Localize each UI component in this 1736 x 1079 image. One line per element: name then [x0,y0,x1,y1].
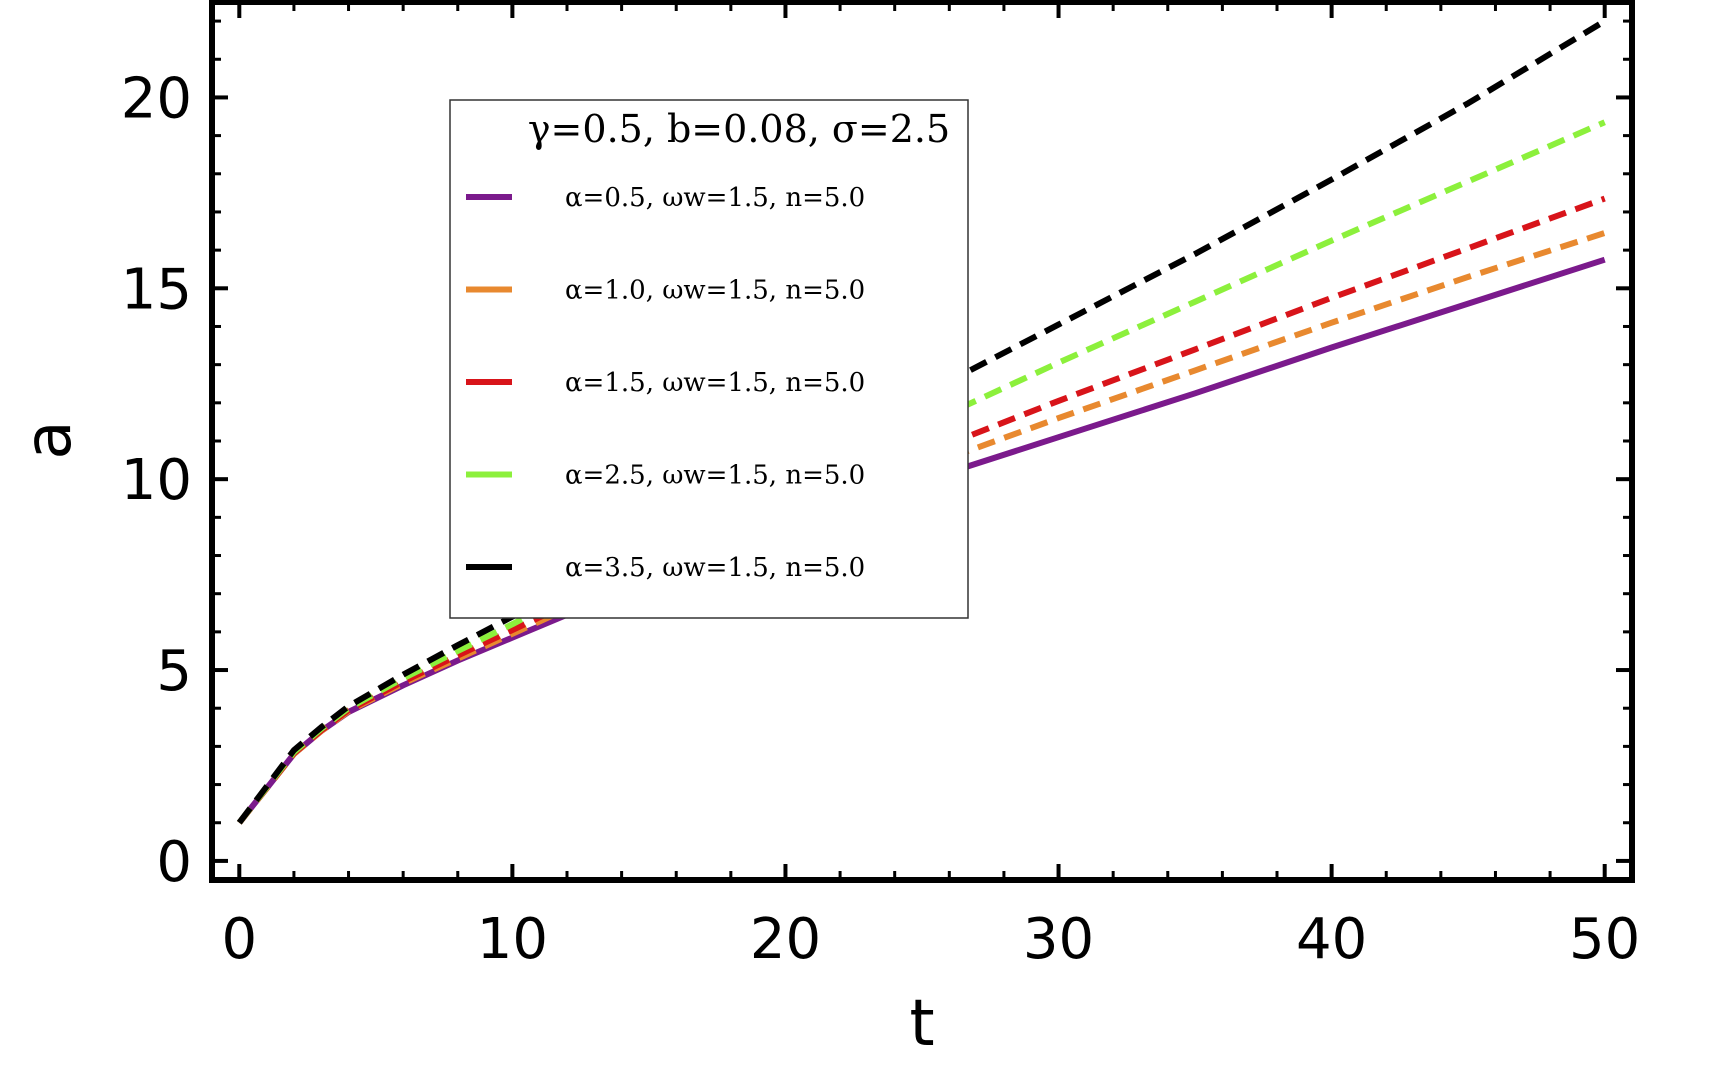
y-tick-label: 20 [121,66,192,131]
x-axis-title: t [909,987,934,1061]
tick-labels: 0 10 20 30 40 50 0 5 10 15 20 [121,66,1641,972]
x-tick-label: 40 [1296,907,1367,972]
y-tick-label: 5 [156,639,192,704]
series-line-5 [236,18,1607,825]
legend-box [449,99,969,619]
legend-title: γ=0.5, b=0.08, σ=2.5 [528,107,950,151]
legend-label-2: α=1.0, ωw=1.5, n=5.0 [565,276,865,306]
y-tick-label: 15 [121,257,192,322]
legend: γ=0.5, b=0.08, σ=2.5 α=0.5, ωw=1.5, n=5.… [449,99,969,619]
plot-frame [209,0,1635,883]
legend-label-4: α=2.5, ωw=1.5, n=5.0 [565,461,865,491]
x-tick-label: 10 [477,907,548,972]
x-tick-label: 30 [1023,907,1094,972]
legend-label-3: α=1.5, ωw=1.5, n=5.0 [565,368,865,398]
x-tick-label: 20 [750,907,821,972]
y-tick-label: 10 [121,448,192,513]
x-tick-label: 0 [221,907,257,972]
legend-label-5: α=3.5, ωw=1.5, n=5.0 [565,553,865,583]
y-tick-label: 0 [156,830,192,895]
x-tick-label: 50 [1569,907,1640,972]
legend-entries: α=0.5, ωw=1.5, n=5.0 α=1.0, ωw=1.5, n=5.0… [466,183,865,583]
legend-label-1: α=0.5, ωw=1.5, n=5.0 [565,183,865,213]
y-axis-title: a [12,420,86,459]
